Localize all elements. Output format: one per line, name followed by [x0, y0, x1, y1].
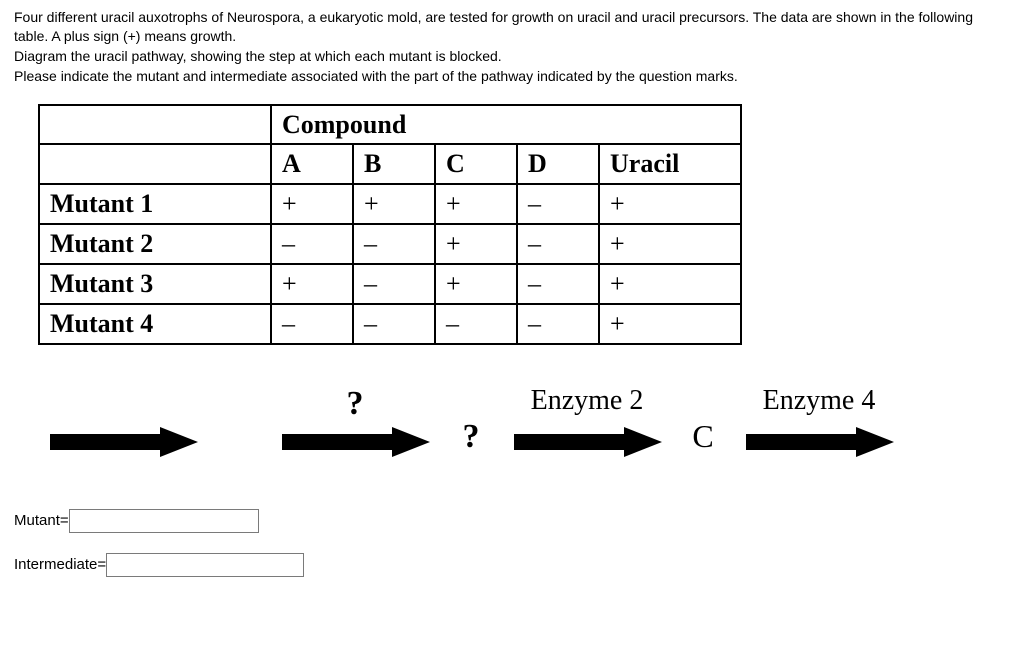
row-label: Mutant 4: [39, 304, 271, 344]
enzyme-label-1: ?: [347, 385, 364, 419]
table-row: Mutant 3 + – + – +: [39, 264, 741, 304]
cell: –: [353, 264, 435, 304]
cell: –: [517, 264, 599, 304]
pathway-step-3: Enzyme 4: [734, 385, 904, 459]
pathway-step-1: ?: [270, 385, 440, 459]
intermediate-2: C: [678, 418, 728, 455]
pathway-diagram: ? ? Enzyme 2 C Enzyme 4: [38, 385, 1010, 459]
cell: +: [599, 304, 741, 344]
table-header-row-cols: A B C D Uracil: [39, 144, 741, 184]
col-uracil: Uracil: [599, 144, 741, 184]
growth-table: Compound A B C D Uracil Mutant 1 + + + –…: [38, 104, 742, 345]
col-D: D: [517, 144, 599, 184]
cell: –: [353, 304, 435, 344]
table-row: Mutant 1 + + + – +: [39, 184, 741, 224]
cell: +: [271, 184, 353, 224]
mutant-label: Mutant=: [14, 512, 69, 529]
cell: +: [271, 264, 353, 304]
pathway-step-0: [38, 385, 208, 459]
cell: +: [599, 224, 741, 264]
row-label: Mutant 2: [39, 224, 271, 264]
enzyme-label-3: Enzyme 4: [763, 385, 876, 419]
row-label: Mutant 3: [39, 264, 271, 304]
cell: +: [435, 264, 517, 304]
cell: +: [599, 184, 741, 224]
enzyme-label-2: Enzyme 2: [531, 385, 644, 419]
cell: +: [599, 264, 741, 304]
intro-line-1: Four different uracil auxotrophs of Neur…: [14, 8, 1010, 46]
table-row: Mutant 2 – – + – +: [39, 224, 741, 264]
cell: +: [353, 184, 435, 224]
intermediate-label: Intermediate=: [14, 556, 106, 573]
arrow-icon: [48, 425, 198, 459]
cell: –: [517, 224, 599, 264]
intro-line-3: Please indicate the mutant and intermedi…: [14, 67, 1010, 86]
pathway-step-2: Enzyme 2: [502, 385, 672, 459]
arrow-icon: [280, 425, 430, 459]
intermediate-input[interactable]: [106, 553, 304, 577]
answer-fields: Mutant= Intermediate=: [14, 509, 1010, 577]
cell: –: [271, 224, 353, 264]
cell: –: [517, 184, 599, 224]
col-C: C: [435, 144, 517, 184]
cell: –: [435, 304, 517, 344]
problem-statement: Four different uracil auxotrophs of Neur…: [14, 8, 1010, 86]
cell: +: [435, 184, 517, 224]
arrow-icon: [744, 425, 894, 459]
arrow-icon: [512, 425, 662, 459]
cell: +: [435, 224, 517, 264]
cell: –: [517, 304, 599, 344]
col-A: A: [271, 144, 353, 184]
table-group-header: Compound: [271, 105, 741, 145]
col-B: B: [353, 144, 435, 184]
mutant-input[interactable]: [69, 509, 259, 533]
cell: –: [353, 224, 435, 264]
intermediate-1: ?: [446, 418, 496, 456]
intro-line-2: Diagram the uracil pathway, showing the …: [14, 47, 1010, 66]
cell: –: [271, 304, 353, 344]
row-label: Mutant 1: [39, 184, 271, 224]
table-header-row-group: Compound: [39, 105, 741, 145]
table-row: Mutant 4 – – – – +: [39, 304, 741, 344]
